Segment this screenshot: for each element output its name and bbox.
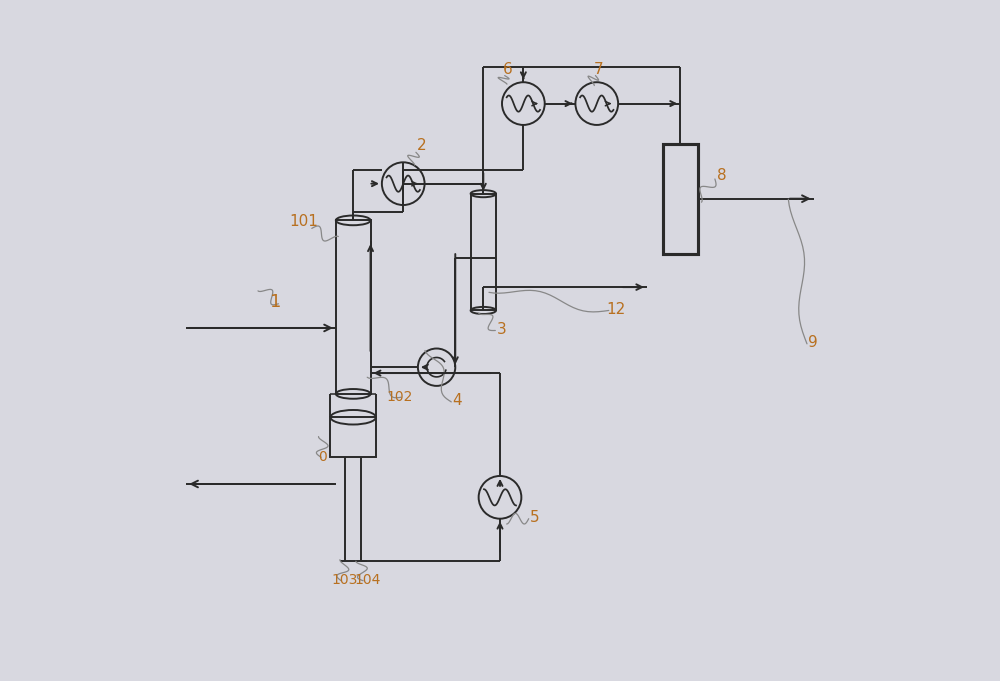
Text: 4: 4: [452, 392, 462, 407]
Bar: [330, 417, 376, 458]
Text: 1: 1: [270, 293, 281, 311]
Text: 0: 0: [318, 449, 327, 464]
Text: 9: 9: [808, 335, 818, 350]
Text: 12: 12: [607, 302, 626, 317]
Text: 101: 101: [290, 214, 319, 229]
Text: 102: 102: [387, 390, 413, 404]
Text: 8: 8: [717, 168, 727, 183]
Text: 103: 103: [332, 573, 358, 587]
Bar: [471, 193, 496, 311]
Text: 3: 3: [497, 322, 506, 337]
Text: 6: 6: [503, 61, 513, 76]
Text: 5: 5: [530, 510, 540, 525]
Text: 104: 104: [355, 573, 381, 587]
Bar: [663, 144, 698, 254]
Text: 7: 7: [593, 61, 603, 76]
Text: 2: 2: [417, 138, 426, 153]
Bar: [336, 221, 371, 394]
